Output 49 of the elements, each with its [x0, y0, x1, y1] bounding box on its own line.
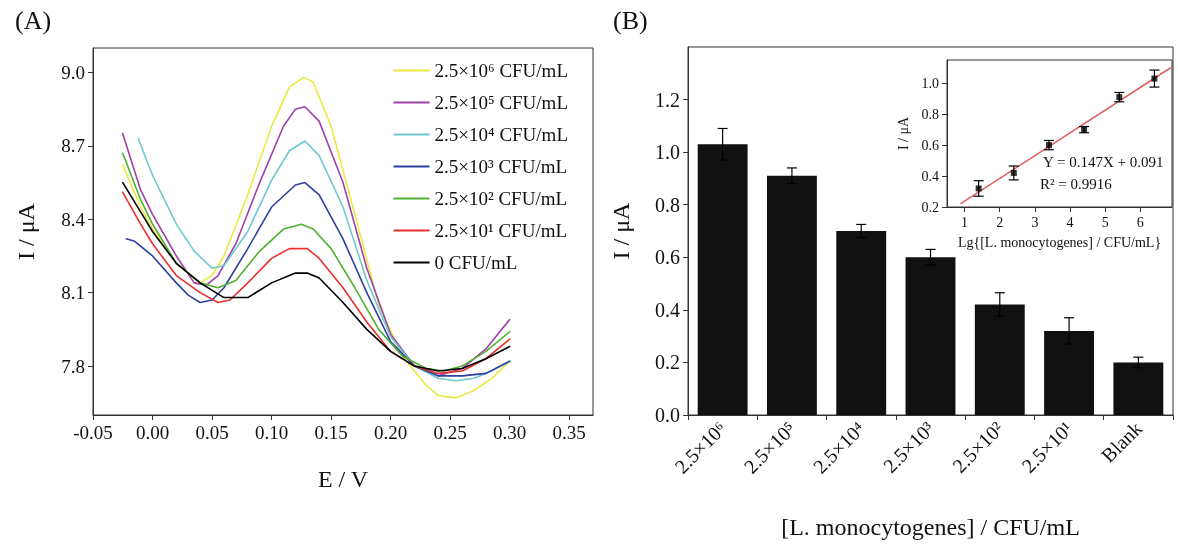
x-tick-label: 0.30 — [493, 422, 527, 443]
x-tick-label: 0.05 — [195, 422, 229, 443]
legend-label: 2.5×10⁵ CFU/mL — [434, 92, 568, 113]
y-tick-label: 1.0 — [655, 141, 680, 164]
annotation: Y = 0.147X + 0.091 — [1043, 153, 1164, 170]
x-axis-title: E / V — [317, 466, 369, 492]
y-axis-title: I / μA — [896, 116, 912, 151]
x-tick-label: 0.15 — [314, 422, 348, 443]
x-tick-label: 1 — [961, 214, 969, 230]
y-tick-label: 1.2 — [655, 88, 680, 111]
legend-label: 2.5×10⁶ CFU/mL — [434, 60, 568, 81]
x-tick-label: 4 — [1066, 214, 1074, 230]
x-tick-label: -0.05 — [73, 422, 113, 443]
legend-label: 0 CFU/mL — [434, 252, 518, 273]
y-tick-label: 0.0 — [655, 404, 680, 426]
x-tick-label: 3 — [1031, 214, 1039, 230]
legend-label: 2.5×10¹ CFU/mL — [434, 220, 568, 241]
x-tick-label: 0.25 — [433, 422, 467, 443]
x-tick-label: 5 — [1101, 214, 1109, 230]
x-axis-title: Lg{[L. monocytogenes] / CFU/mL} — [957, 234, 1162, 250]
chart-title: (A) — [15, 5, 52, 35]
y-tick-label: 8.7 — [61, 135, 85, 157]
x-tick-label: 0.35 — [552, 422, 586, 443]
x-tick-label: 0.20 — [373, 422, 408, 443]
x-axis-title: [L. monocytogenes] / CFU/mL — [781, 514, 1080, 540]
x-tick-label: 2 — [996, 214, 1004, 230]
chart-title: (B) — [613, 5, 648, 35]
y-tick-label: 0.8 — [655, 193, 680, 216]
y-axis-title: I / μA — [13, 202, 39, 260]
x-tick-label: 0.10 — [254, 422, 289, 443]
x-tick-label: 6 — [1136, 214, 1144, 230]
y-tick-label: 1.0 — [921, 75, 939, 91]
y-tick-label: 0.4 — [655, 298, 680, 321]
y-tick-label: 8.1 — [61, 282, 85, 304]
x-tick-label: 0.00 — [135, 422, 170, 443]
y-tick-label: 0.2 — [655, 351, 680, 374]
y-tick-label: 0.6 — [655, 246, 680, 269]
y-tick-label: 0.6 — [921, 137, 939, 153]
legend-label: 2.5×10³ CFU/mL — [434, 156, 568, 177]
y-tick-label: 7.8 — [61, 355, 85, 377]
legend-label: 2.5×10⁴ CFU/mL — [434, 124, 568, 145]
y-tick-label: 9.0 — [61, 61, 85, 83]
y-axis-title: I / μA — [608, 201, 634, 260]
y-tick-label: 0.8 — [921, 106, 939, 122]
annotation: R² = 0.9916 — [1040, 175, 1113, 192]
y-tick-label: 0.4 — [921, 168, 939, 184]
y-tick-label: 8.4 — [61, 208, 86, 230]
legend-label: 2.5×10² CFU/mL — [434, 188, 568, 209]
y-tick-label: 0.2 — [921, 199, 939, 215]
